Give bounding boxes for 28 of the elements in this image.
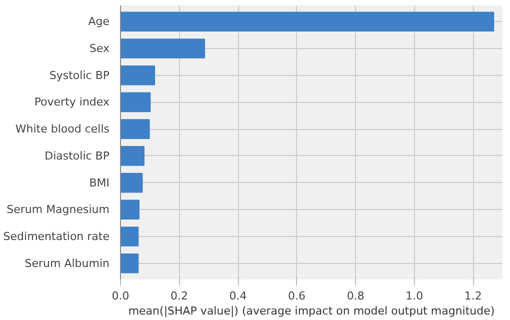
y-tick-label: Systolic BP (49, 68, 110, 82)
x-tick-label: 0.2 (170, 290, 188, 302)
x-tick-label: 1.2 (464, 290, 482, 302)
bar (120, 119, 150, 139)
x-tick-label: 1.0 (406, 290, 424, 302)
bar (120, 65, 156, 86)
bar (120, 92, 151, 112)
x-axis-title: mean(|SHAP value|) (average impact on model output magnitude) (128, 304, 495, 318)
bar (120, 226, 139, 246)
y-tick-label: Poverty index (34, 96, 110, 109)
bar (120, 172, 143, 193)
bar (120, 146, 145, 166)
y-tick-label: Serum Magnesium (6, 203, 110, 216)
y-tick-label: Age (88, 15, 110, 28)
x-tick-label: 0.8 (346, 290, 364, 302)
y-tick-label: Serum Albumin (24, 256, 110, 270)
y-tick-label: BMI (89, 176, 110, 190)
x-tick-label: 0.4 (229, 290, 247, 302)
x-tick-label: 0.0 (112, 290, 130, 302)
y-tick-label: Sex (89, 42, 110, 55)
y-tick-label: Sedimentation rate (3, 230, 110, 244)
y-tick-label: Diastolic BP (44, 149, 110, 162)
bar (120, 253, 139, 274)
bar (120, 200, 140, 220)
x-tick-label: 0.6 (288, 290, 306, 302)
bar (120, 12, 494, 32)
y-tick-label: White blood cells (15, 122, 110, 136)
bar (120, 38, 206, 58)
